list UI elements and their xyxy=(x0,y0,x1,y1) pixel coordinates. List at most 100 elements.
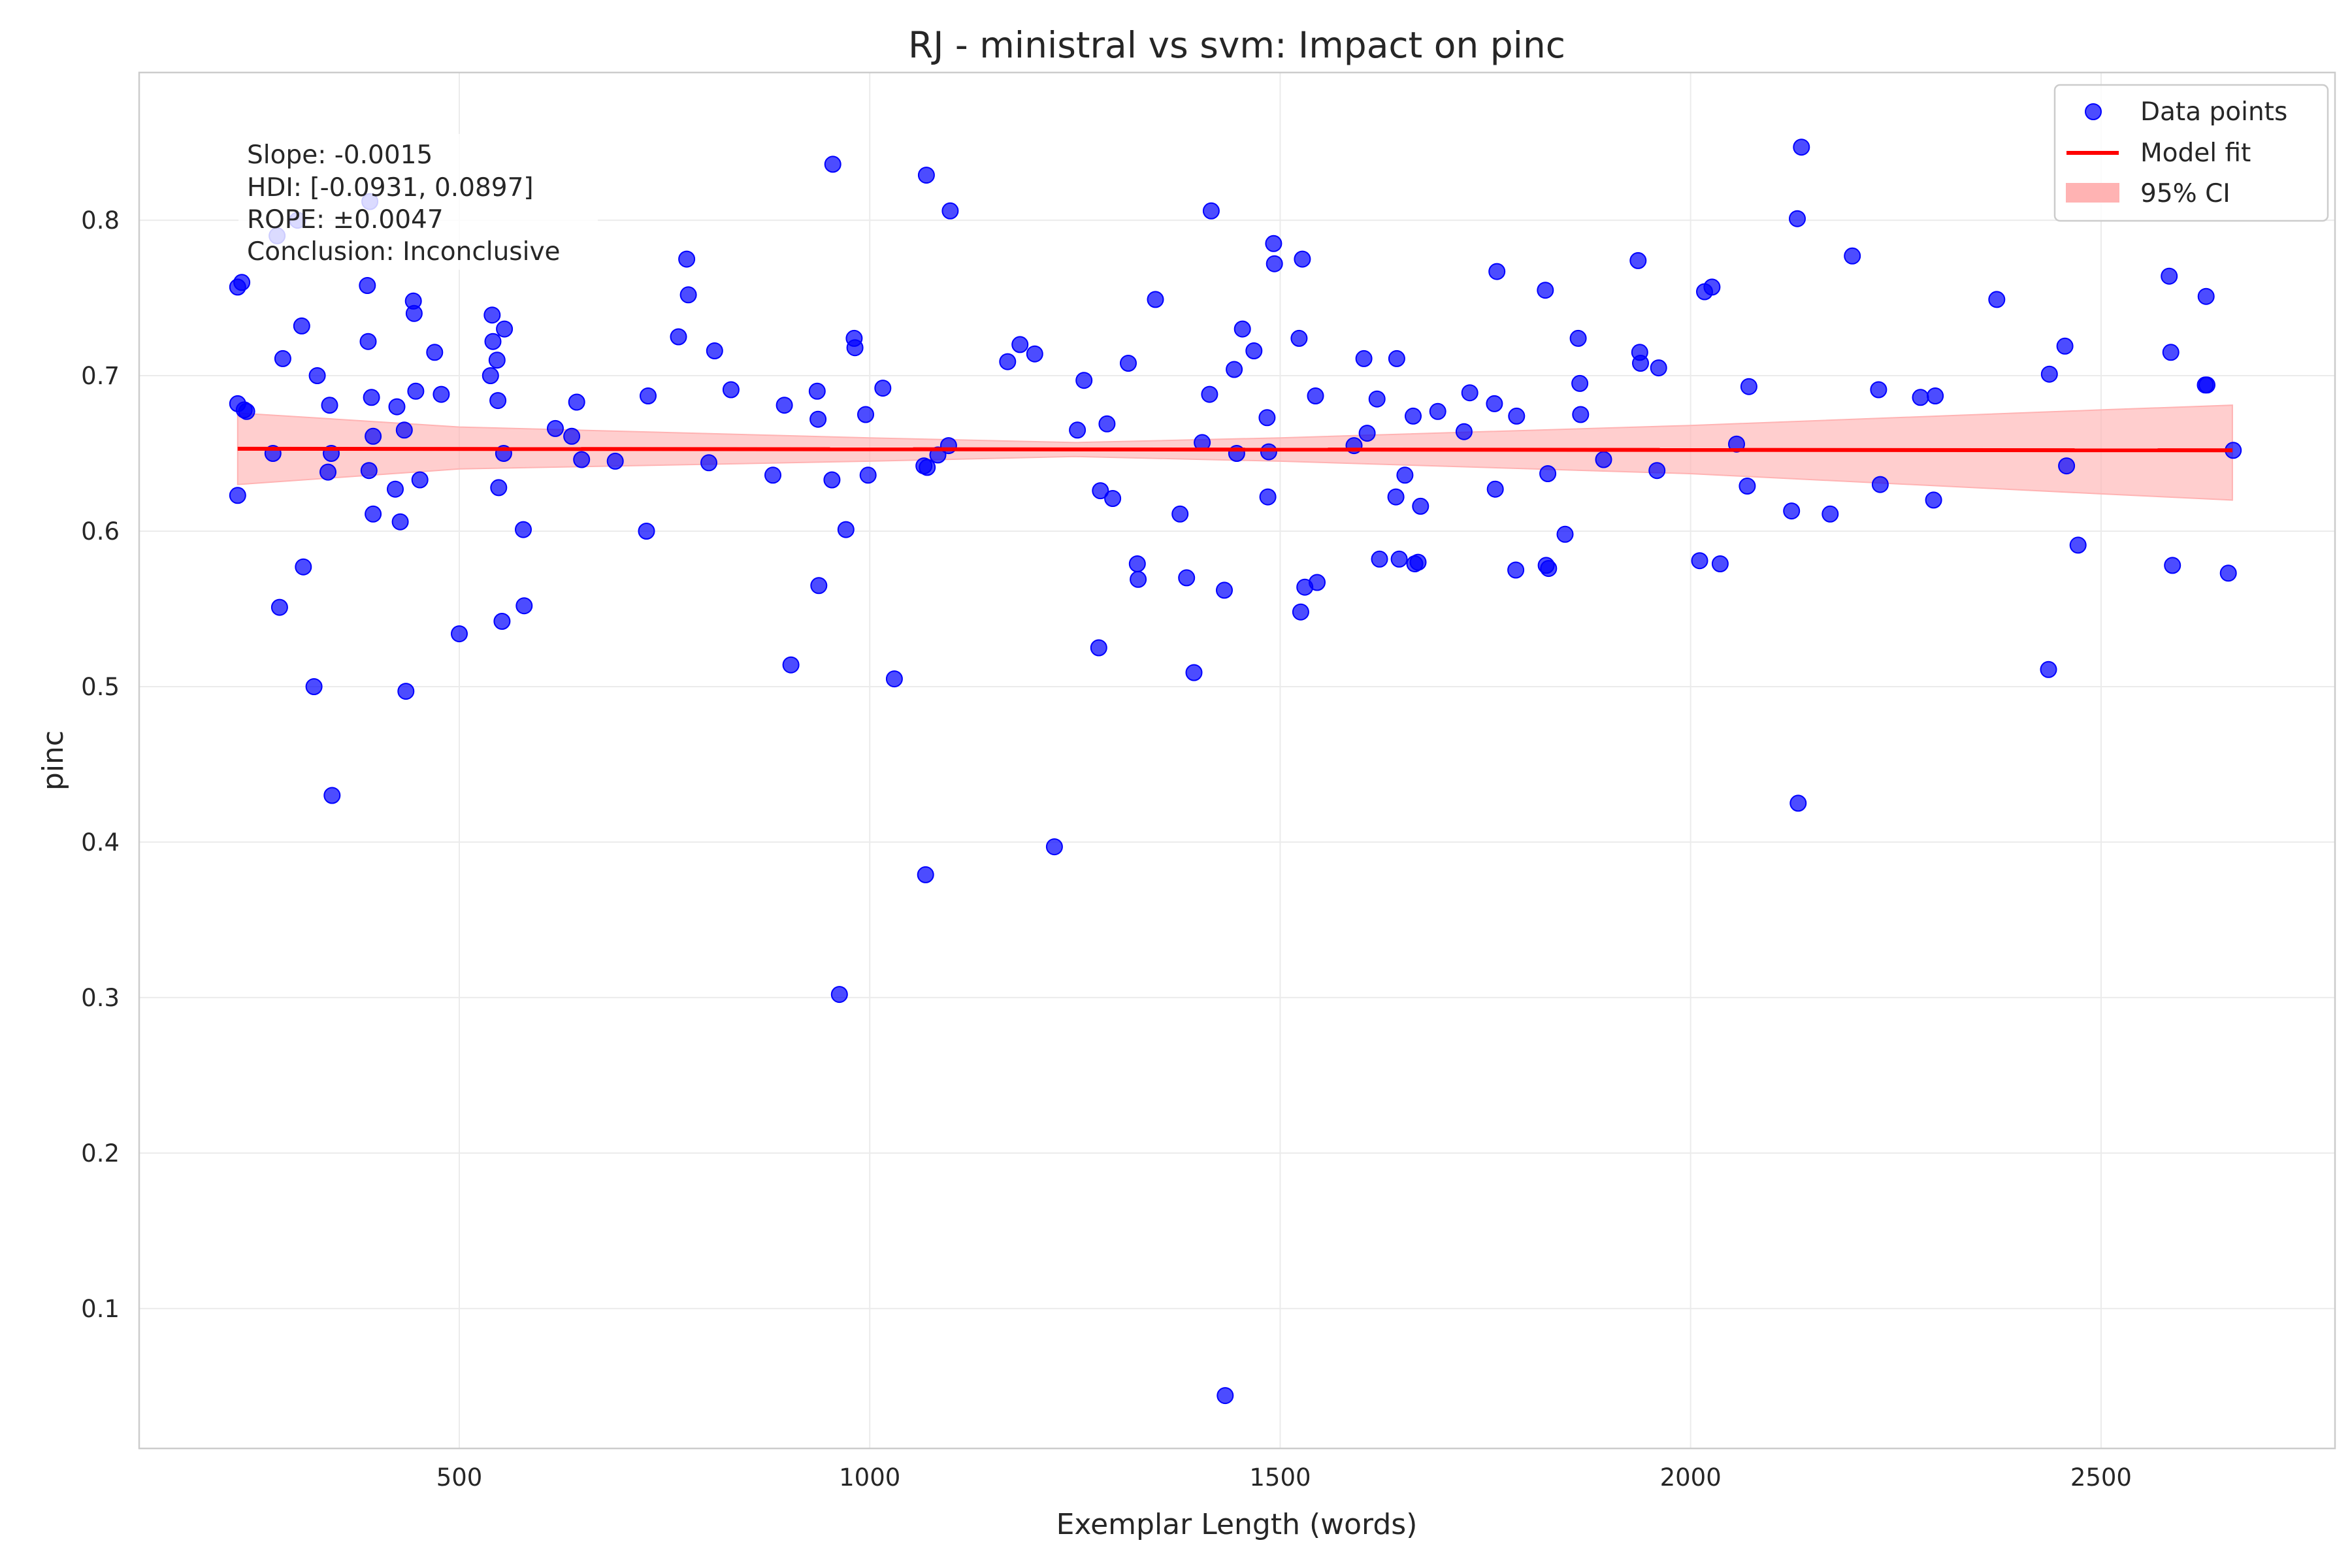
data-point xyxy=(426,344,444,361)
data-point xyxy=(395,421,413,439)
data-point xyxy=(1486,480,1504,498)
data-point xyxy=(1540,560,1558,578)
data-point xyxy=(496,320,514,338)
data-point xyxy=(1368,390,1386,408)
data-point xyxy=(1740,378,1757,395)
data-point xyxy=(776,397,793,414)
data-point xyxy=(388,398,406,416)
y-tick-label: 0.5 xyxy=(81,673,120,701)
data-point xyxy=(515,521,532,538)
data-point xyxy=(365,505,382,523)
data-point xyxy=(1202,202,1220,220)
data-point xyxy=(1265,235,1282,252)
y-axis-title: pinc xyxy=(37,730,70,791)
data-point xyxy=(1691,552,1708,570)
data-point xyxy=(1026,345,1043,363)
x-tick-label: 2000 xyxy=(1660,1463,1722,1492)
x-tick-label: 1500 xyxy=(1249,1463,1311,1492)
data-point xyxy=(229,395,246,412)
data-point xyxy=(1128,555,1146,572)
data-point xyxy=(1632,355,1649,372)
data-point xyxy=(308,367,326,384)
x-tick-labels: 500 1000 1500 2000 2500 xyxy=(436,1463,2132,1492)
data-point xyxy=(451,625,468,643)
data-point xyxy=(1104,490,1122,507)
data-point xyxy=(830,986,848,1004)
data-point xyxy=(1537,282,1554,299)
data-point xyxy=(1572,406,1590,423)
data-point xyxy=(1783,502,1801,520)
data-point xyxy=(1259,488,1277,506)
data-point xyxy=(2162,344,2180,361)
data-point xyxy=(941,202,959,220)
data-point xyxy=(1486,395,1503,412)
data-point xyxy=(1290,329,1308,347)
chart-title: RJ - ministral vs svm: Impact on pinc xyxy=(908,24,1565,66)
plot-frame xyxy=(138,71,2336,1450)
data-point xyxy=(1821,505,1839,523)
data-point xyxy=(568,393,585,411)
data-point xyxy=(1412,497,1429,515)
data-point xyxy=(885,670,903,688)
data-point xyxy=(1595,451,1612,468)
legend-label-ci: 95% CI xyxy=(2140,179,2230,208)
data-point xyxy=(640,387,657,404)
data-point xyxy=(1793,139,1810,156)
data-point xyxy=(809,410,827,428)
data-point xyxy=(270,598,288,616)
data-point xyxy=(407,382,425,400)
data-point xyxy=(1371,550,1388,568)
data-point xyxy=(670,328,687,346)
data-point xyxy=(1294,250,1311,268)
y-tick-label: 0.1 xyxy=(81,1295,120,1323)
y-tick-label: 0.6 xyxy=(81,517,120,546)
legend-label-fit: Model fit xyxy=(2140,139,2251,168)
data-point xyxy=(1358,425,1376,442)
data-point xyxy=(363,389,380,406)
data-point xyxy=(1844,247,1861,265)
data-point xyxy=(1258,409,1276,427)
data-point xyxy=(2069,536,2087,554)
stats-annotation: Slope: -0.0015 HDI: [-0.0931, 0.0897] RO… xyxy=(238,134,598,270)
data-point xyxy=(1711,555,1729,572)
data-point xyxy=(1147,291,1164,308)
legend-box xyxy=(2053,84,2329,222)
data-point xyxy=(1648,462,1666,480)
data-point xyxy=(874,380,892,397)
data-point xyxy=(1011,336,1029,353)
data-point xyxy=(1539,465,1557,482)
data-point xyxy=(999,353,1017,370)
data-point xyxy=(515,597,533,615)
data-point xyxy=(1988,291,2006,308)
legend-label-points: Data points xyxy=(2140,97,2287,127)
data-point xyxy=(1171,505,1189,523)
data-point xyxy=(857,406,874,423)
data-point xyxy=(2161,267,2178,285)
data-point xyxy=(233,274,251,291)
data-point xyxy=(1387,488,1405,506)
annotation-hdi: HDI: [-0.0931, 0.0897] xyxy=(247,173,534,203)
data-point xyxy=(1307,387,1324,404)
annotation-conclusion: Conclusion: Inconclusive xyxy=(247,237,561,267)
data-point xyxy=(722,381,740,399)
data-point xyxy=(1245,342,1263,359)
data-point xyxy=(2164,557,2181,574)
data-point xyxy=(1461,384,1478,402)
data-point xyxy=(391,513,409,531)
data-point xyxy=(295,558,312,576)
data-point xyxy=(1075,372,1093,389)
data-point xyxy=(706,342,723,359)
data-point xyxy=(1927,387,1944,404)
data-point xyxy=(274,350,291,367)
data-point xyxy=(1739,478,1756,495)
data-point xyxy=(810,577,828,595)
model-fit-layer xyxy=(237,446,2232,453)
data-point xyxy=(547,419,564,437)
data-point xyxy=(1178,569,1196,587)
data-point xyxy=(1388,350,1405,367)
data-point xyxy=(1309,574,1326,591)
data-point xyxy=(483,306,501,324)
data-point xyxy=(359,277,376,294)
data-point xyxy=(482,367,499,384)
y-tick-label: 0.8 xyxy=(81,206,120,235)
